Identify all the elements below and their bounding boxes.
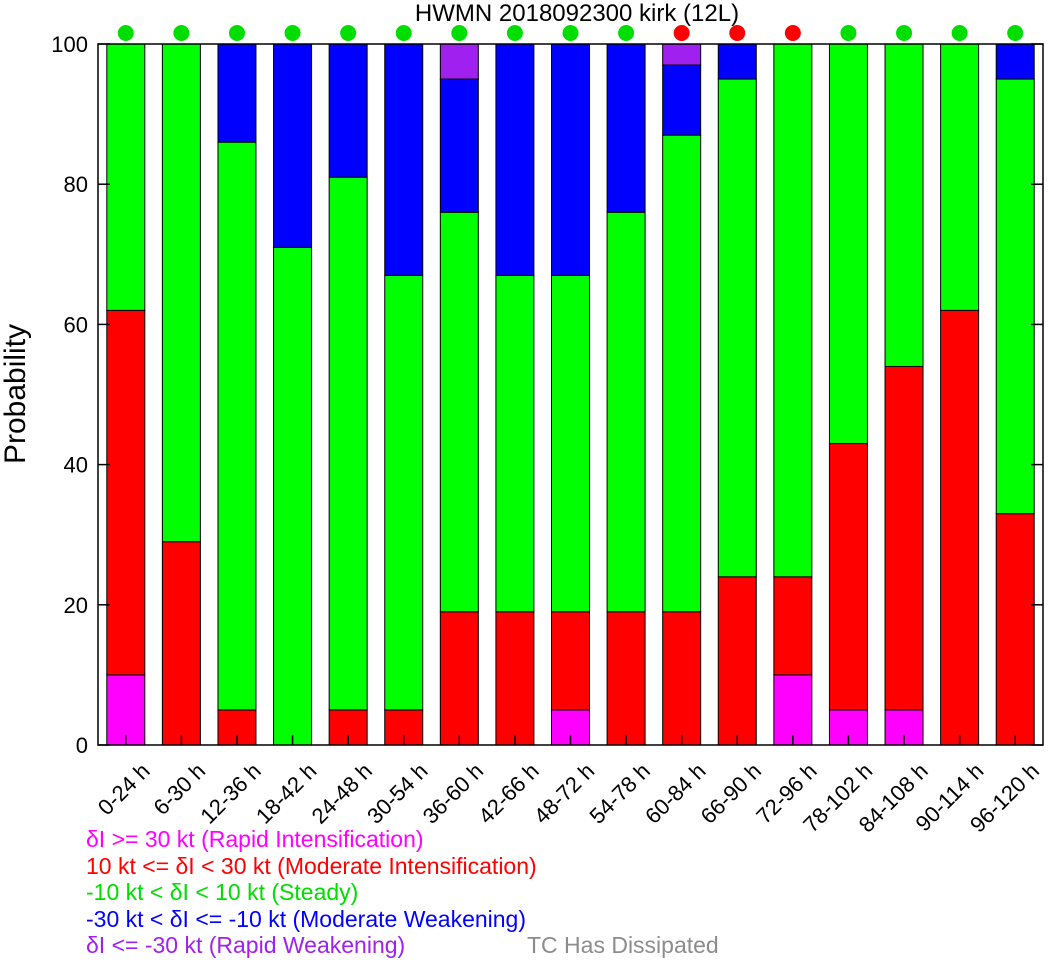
indicator-dot [395,25,412,41]
indicator-dot [562,25,579,41]
indicator-dot [451,25,468,41]
bar-segment [606,43,646,213]
x-tick-label: 0-24 h [93,758,155,820]
bar-segment [328,176,368,711]
bar-segment [273,43,313,248]
y-tick-label: 100 [51,32,88,57]
bar-segment [495,611,535,746]
bar-segment [717,43,757,80]
bar-segment [606,611,646,746]
bar-segment [662,64,702,136]
bar-segment [884,43,924,367]
bar-segment [717,78,757,578]
legend-item-moderate-intensification: 10 kt <= δI < 30 kt (Moderate Intensific… [86,852,537,879]
indicator-dot [729,25,746,41]
x-tick-label: 60-84 h [640,758,710,828]
y-tick-label: 80 [64,172,88,197]
x-tick-label: 36-60 h [418,758,488,828]
indicator-dot [117,25,134,41]
x-tick-label: 66-90 h [696,758,766,828]
indicator-dot [284,25,301,41]
indicator-dot [173,25,190,41]
bar-segment [717,576,757,746]
x-tick-label: 24-48 h [307,758,377,828]
bar-segment [940,309,980,746]
legend: δI >= 30 kt (Rapid Intensification) 10 k… [86,826,537,959]
indicator-dot [784,25,801,41]
x-tick-label: 12-36 h [195,758,265,828]
bar-segment [551,611,590,711]
y-tick-label: 20 [64,593,88,618]
bar-segment [773,576,813,676]
y-tick-label: 40 [64,453,88,478]
indicator-dot [506,25,523,41]
bar-segment [773,43,813,578]
indicator-dot [840,25,857,41]
bar-segment [995,513,1035,746]
y-tick-labels: 0 20 40 60 80 100 [51,32,88,758]
bar-segment [273,246,313,746]
bar-segment [439,211,479,613]
indicator-dot [896,25,913,41]
y-tick-label: 60 [64,312,88,337]
indicator-dot [228,25,245,41]
bar-segment [384,43,424,276]
indicator-dot [1007,25,1024,41]
bar-segment [828,443,868,711]
x-tick-label: 54-78 h [584,758,654,828]
legend-item-dissipated: TC Has Dissipated [527,932,719,958]
x-tick-label: 48-72 h [529,758,599,828]
legend-item-rapid-intensification: δI >= 30 kt (Rapid Intensification) [86,826,424,852]
bar-segment [995,78,1035,515]
bar-segment [662,134,702,613]
bar-segment [495,43,535,276]
bar-segment [940,43,980,311]
bar-segment [217,141,257,711]
chart-title: HWMN 2018092300 kirk (12L) [415,0,739,27]
bar-segment [384,274,424,711]
indicator-dot [673,25,690,41]
indicator-dot [340,25,357,41]
bar-segment [106,674,146,746]
bar-segment [773,674,813,746]
bar-segment [106,309,146,676]
bar-segment [161,541,201,746]
y-axis-label: Probability [0,324,32,464]
indicator-dot [618,25,635,41]
y-tick-label: 0 [76,733,88,758]
bar-segment [106,43,146,311]
x-tick-label: 18-42 h [251,758,321,828]
bar-segment [551,274,590,613]
bar-segment [662,611,702,746]
bar-segment [551,43,590,276]
legend-item-moderate-weakening: -30 kt < δI <= -10 kt (Moderate Weakenin… [86,905,527,932]
bar-segment [884,365,924,711]
legend-item-steady: -10 kt < δI < 10 kt (Steady) [86,879,359,905]
indicator-dots [117,25,1024,41]
bar-segment [439,43,479,80]
indicator-dot [951,25,968,41]
x-tick-label: 42-66 h [473,758,543,828]
bar-segment [828,43,868,445]
bar-segment [161,43,201,543]
bar-segment [995,43,1035,80]
bar-segment [328,43,368,178]
bar-segment [217,43,257,143]
x-tick-label: 30-54 h [362,758,432,828]
bars-layer [106,43,1035,746]
bar-segment [439,611,479,746]
bar-segment [495,274,535,613]
bar-segment [606,211,646,613]
bar-segment [439,78,479,213]
bar-segment [662,43,702,66]
legend-item-rapid-weakening: δI <= -30 kt (Rapid Weakening) [86,932,406,958]
axes [97,43,1044,746]
